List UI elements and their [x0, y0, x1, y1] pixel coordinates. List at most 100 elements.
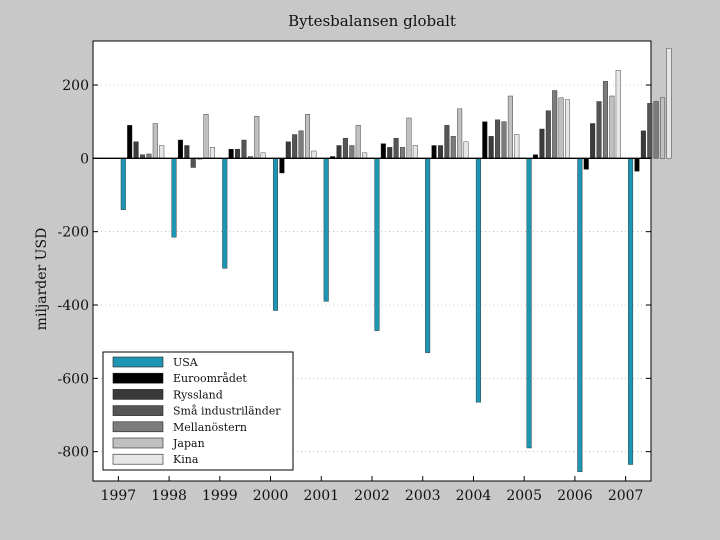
bar-2005-series-0	[526, 158, 532, 449]
bar-2002-series-6	[412, 145, 418, 159]
x-tick-label: 2003	[405, 488, 441, 504]
legend-swatch	[112, 405, 164, 416]
chart-title: Bytesbalansen globalt	[288, 12, 456, 30]
bar-2002-series-0	[374, 158, 380, 331]
legend-swatch	[112, 421, 164, 433]
legend-swatch	[112, 372, 164, 384]
bar-2005-series-2	[539, 128, 545, 159]
bar-2000-series-6	[311, 150, 317, 159]
x-tick-label: 2004	[456, 488, 492, 504]
bar-2000-series-3	[292, 134, 298, 159]
bar-2004-series-0	[475, 158, 481, 403]
bar-2007-series-5	[660, 97, 666, 159]
bar-2006-series-4	[602, 81, 608, 159]
x-tick-label: 1998	[151, 488, 187, 504]
legend-label: Kina	[173, 453, 199, 466]
bar-1997-series-1	[127, 125, 133, 159]
bar-1999-series-2	[235, 148, 241, 159]
bar-1999-series-5	[254, 115, 260, 159]
bar-1999-series-0	[222, 158, 228, 269]
bar-1998-series-1	[177, 139, 183, 159]
bar-2004-series-4	[501, 121, 507, 159]
bar-1997-series-0	[120, 158, 126, 210]
bar-1997-series-4	[146, 153, 152, 159]
bar-2001-series-0	[323, 158, 329, 302]
bar-2005-series-3	[545, 110, 551, 159]
x-tick-label: 2005	[506, 488, 542, 504]
bar-2007-series-3	[647, 103, 653, 159]
y-tick-label: 0	[80, 151, 89, 167]
x-tick-label: 2006	[557, 488, 593, 504]
bar-2005-series-5	[558, 97, 564, 159]
bar-1998-series-2	[184, 145, 190, 159]
bar-2006-series-6	[615, 70, 621, 159]
bar-1997-series-5	[152, 123, 158, 159]
bar-2007-series-2	[640, 130, 646, 159]
bar-2005-series-6	[565, 99, 571, 159]
bar-2006-series-5	[609, 95, 615, 159]
bar-2003-series-4	[450, 136, 456, 159]
x-tick-label: 2001	[303, 488, 339, 504]
legend-label: Mellanöstern	[173, 421, 247, 434]
bar-2000-series-1	[279, 158, 285, 174]
bar-2000-series-4	[298, 130, 304, 159]
x-axis: 1997 1998 1999 2000 2001 2002 2003 2004 2005 2006…	[101, 476, 644, 504]
y-tick-label: 200	[62, 78, 89, 94]
bar-2006-series-3	[596, 101, 602, 159]
bar-1997-series-2	[133, 141, 139, 159]
bar-2001-series-6	[362, 152, 368, 159]
bar-2007-series-0	[628, 158, 634, 465]
legend-swatch	[112, 453, 164, 465]
bar-2003-series-0	[425, 158, 431, 353]
bar-2003-series-6	[463, 141, 469, 159]
x-tick-label: 1999	[202, 488, 238, 504]
bar-2007-series-4	[653, 101, 659, 159]
y-tick-label: -400	[58, 298, 89, 314]
bar-2004-series-5	[507, 95, 513, 159]
bar-2006-series-0	[577, 158, 583, 473]
bar-2005-series-4	[552, 90, 558, 159]
y-tick-label: -200	[58, 225, 89, 241]
legend-swatch	[112, 437, 164, 449]
bar-2002-series-4	[400, 147, 406, 159]
bar-2004-series-3	[495, 119, 501, 159]
legend-swatch	[112, 389, 164, 400]
bar-2000-series-5	[304, 114, 310, 159]
bar-1997-series-6	[159, 145, 165, 159]
legend-label: Små industriländer	[173, 405, 281, 418]
bar-2003-series-3	[444, 125, 450, 159]
bar-2007-series-6	[666, 48, 672, 159]
y-axis: 200 0 -200 -400 -600 -800	[58, 78, 651, 461]
x-tick-label: 2007	[608, 488, 644, 504]
x-tick-label: 2000	[253, 488, 289, 504]
bar-1999-series-3	[241, 139, 247, 159]
bar-1998-series-5	[203, 114, 209, 159]
legend-label: Japan	[172, 437, 205, 450]
bar-2001-series-2	[336, 145, 342, 159]
bars	[120, 48, 672, 473]
x-tick-label: 1997	[101, 488, 137, 504]
bar-2004-series-2	[488, 136, 494, 159]
bar-2006-series-2	[590, 123, 596, 159]
bar-2002-series-2	[387, 147, 393, 159]
bar-1999-series-6	[260, 152, 266, 159]
legend-label: Euroområdet	[173, 372, 247, 385]
legend-label: USA	[173, 356, 199, 369]
bar-1998-series-3	[190, 158, 196, 168]
bar-2000-series-2	[285, 141, 291, 159]
bar-2001-series-5	[355, 125, 361, 159]
bar-2004-series-1	[482, 121, 488, 159]
bar-2002-series-5	[406, 117, 412, 159]
bar-2003-series-2	[437, 145, 443, 159]
legend-swatch	[112, 356, 164, 368]
bar-1998-series-6	[209, 147, 215, 159]
bar-1998-series-0	[171, 158, 177, 238]
bar-2007-series-1	[634, 158, 640, 172]
bar-2001-series-4	[349, 145, 355, 159]
bar-2002-series-3	[393, 137, 399, 159]
bar-2000-series-0	[272, 158, 278, 311]
legend-label: Ryssland	[173, 388, 223, 401]
x-tick-label: 2002	[354, 488, 390, 504]
bar-2003-series-1	[431, 145, 437, 159]
